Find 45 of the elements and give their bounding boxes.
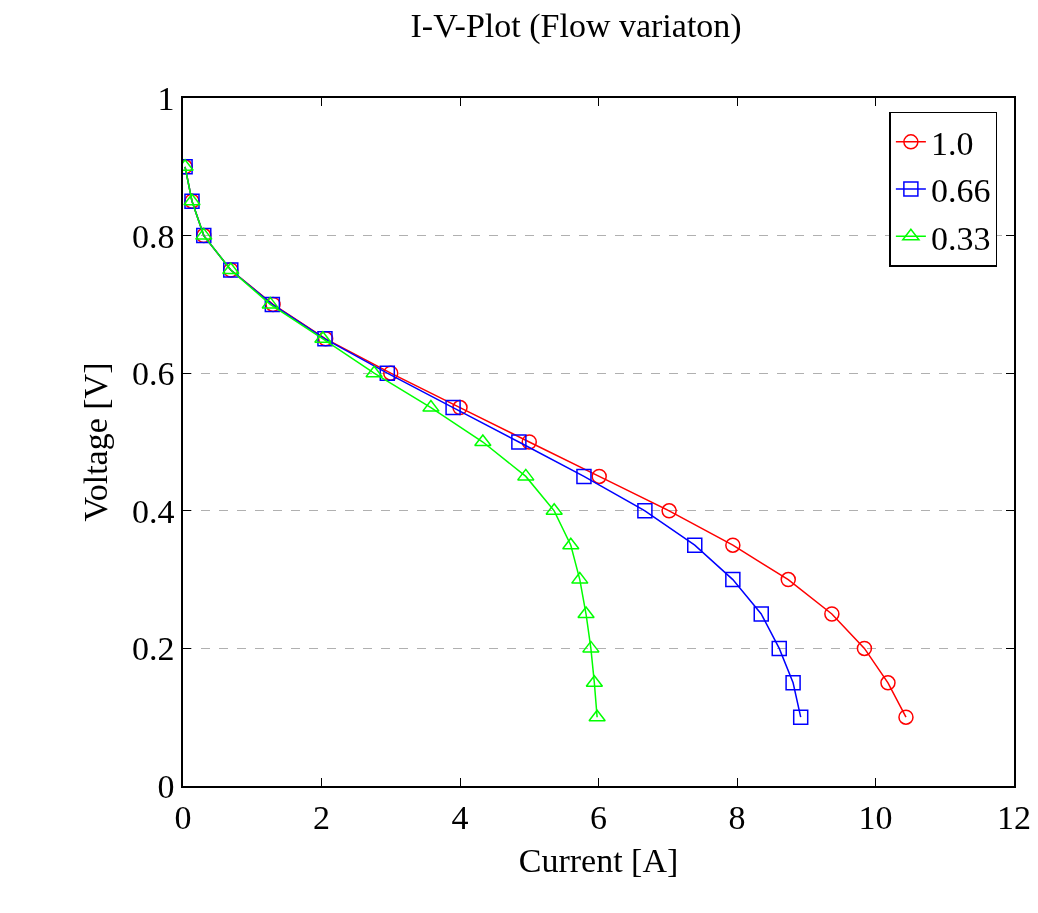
legend-label: 1.0 [930, 125, 974, 163]
point [880, 675, 896, 691]
point [753, 606, 769, 622]
point [365, 365, 383, 378]
y-axis-title: Voltage [V] [77, 362, 115, 522]
point [576, 468, 592, 485]
y-tick-label: 0.8 [131, 217, 175, 255]
point [780, 571, 796, 588]
x-tick-label: 6 [590, 798, 607, 836]
legend-label: 0.33 [930, 219, 991, 257]
point [582, 640, 600, 653]
point [637, 503, 653, 519]
point [591, 468, 607, 485]
x-tick-label: 12 [997, 798, 1031, 836]
y-tick-label: 0.6 [131, 355, 175, 393]
point [474, 434, 492, 447]
point [898, 709, 914, 725]
point [588, 709, 606, 722]
point [577, 606, 595, 619]
y-tick-label: 0 [157, 767, 175, 805]
point [445, 399, 461, 416]
point [379, 365, 396, 381]
point [771, 640, 787, 657]
x-tick-label: 8 [728, 798, 746, 836]
x-tick-label: 10 [858, 798, 893, 836]
chart-title: I-V-Plot (Flow variaton) [410, 7, 742, 46]
point [725, 571, 741, 588]
point [687, 537, 703, 553]
y-tick-label: 0.4 [131, 492, 175, 530]
x-tick-label: 2 [313, 798, 330, 836]
legend-label: 0.66 [930, 172, 991, 210]
point [856, 640, 873, 657]
point [785, 675, 801, 691]
x-axis-title: Current [A] [518, 842, 679, 880]
x-tick-label: 4 [451, 798, 469, 836]
point [452, 399, 468, 416]
point [824, 606, 840, 622]
point [422, 399, 440, 412]
y-tick-label: 0.2 [131, 630, 175, 668]
point [661, 503, 677, 519]
point [725, 537, 741, 553]
point [521, 434, 537, 450]
point [511, 434, 527, 450]
y-tick-label: 1 [157, 79, 175, 117]
point [792, 709, 809, 725]
